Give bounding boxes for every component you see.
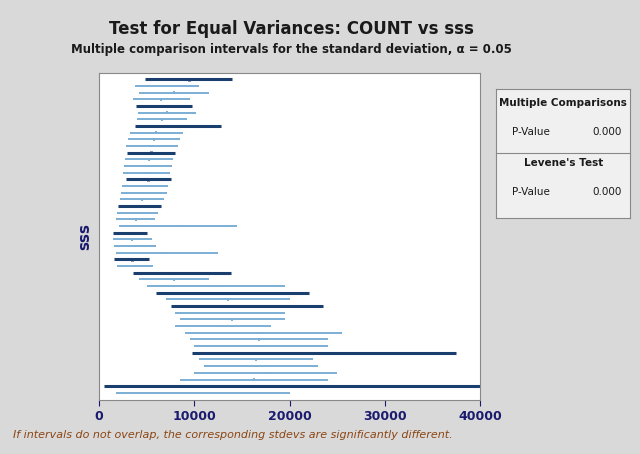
Text: P-Value: P-Value <box>512 127 550 138</box>
Text: Multiple comparison intervals for the standard deviation, α = 0.05: Multiple comparison intervals for the st… <box>71 43 511 56</box>
Text: Levene's Test: Levene's Test <box>524 158 603 168</box>
Text: If intervals do not overlap, the corresponding stdevs are significantly differen: If intervals do not overlap, the corresp… <box>13 430 452 440</box>
Text: P-Value: P-Value <box>512 187 550 197</box>
Text: Multiple Comparisons: Multiple Comparisons <box>499 98 627 108</box>
Text: 0.000: 0.000 <box>593 187 622 197</box>
Y-axis label: sss: sss <box>77 222 92 250</box>
Text: 0.000: 0.000 <box>593 127 622 138</box>
Text: Test for Equal Variances: COUNT vs sss: Test for Equal Variances: COUNT vs sss <box>109 20 474 39</box>
